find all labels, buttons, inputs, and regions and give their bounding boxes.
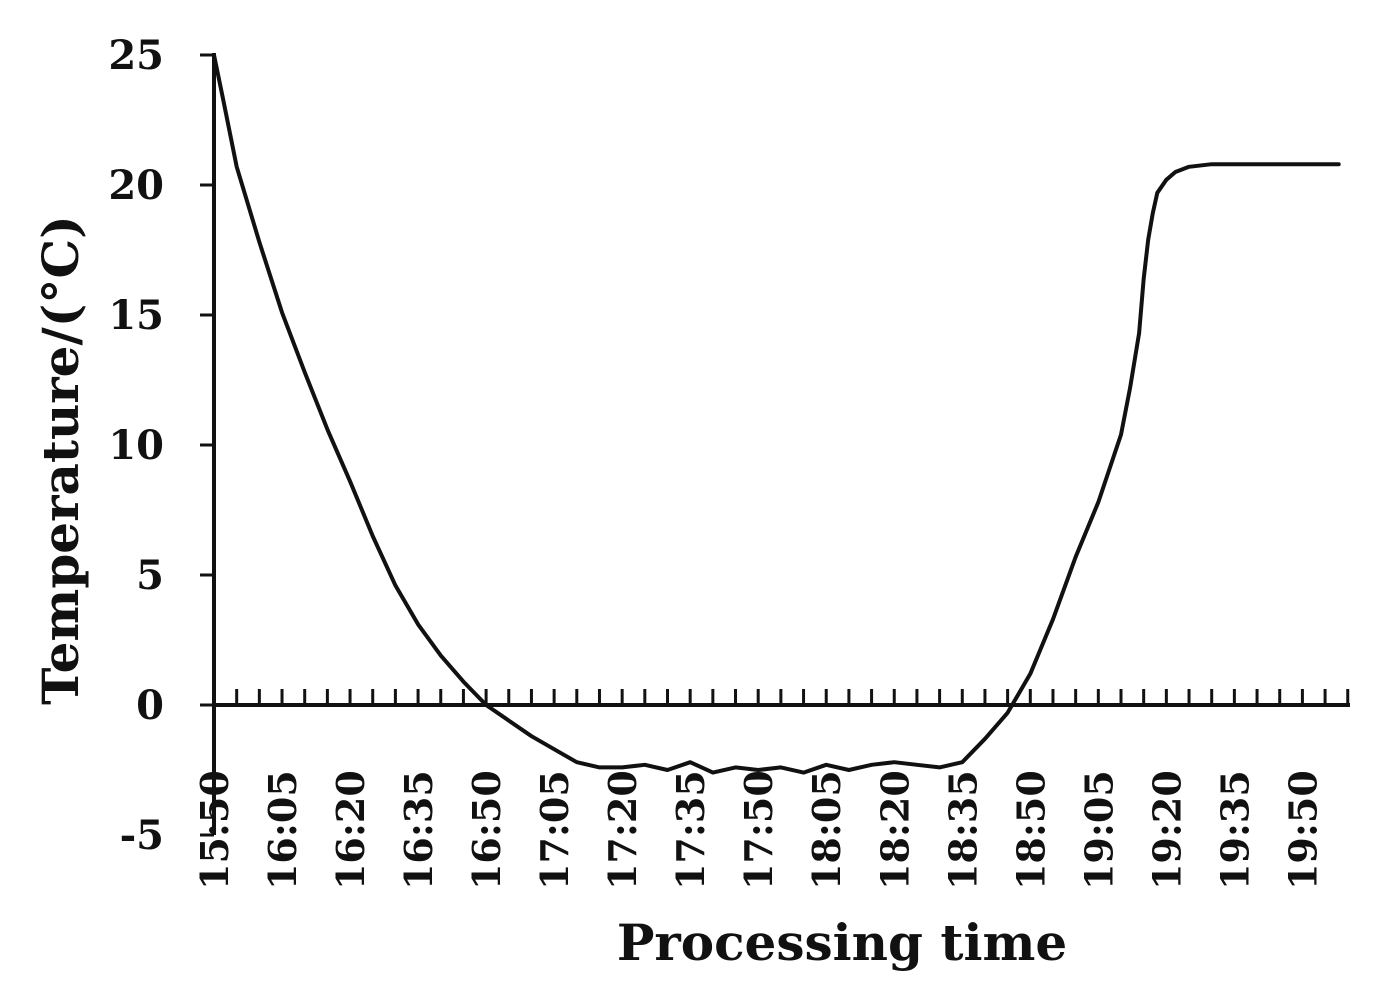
y-ticks — [200, 53, 214, 837]
x-tick-label: 16:50 — [464, 770, 509, 890]
x-tick-label: 17:20 — [600, 770, 645, 890]
x-tick-label: 17:35 — [668, 770, 713, 890]
x-ticks — [235, 689, 1350, 705]
x-tick-label: 18:05 — [804, 770, 849, 890]
y-tick-label: 20 — [108, 162, 164, 209]
y-tick-label: 10 — [108, 422, 164, 469]
y-axis-title: Temperature/(°C) — [31, 215, 90, 705]
x-tick-label: 18:50 — [1008, 770, 1053, 890]
x-axis-title: Processing time — [617, 913, 1067, 972]
x-tick-label: 15:50 — [192, 770, 237, 890]
x-tick-labels: 15:50 16:05 16:20 16:35 16:50 17:05 17:20 17:35… — [192, 770, 1325, 890]
x-tick-label: 18:35 — [940, 770, 985, 890]
x-tick-label: 16:20 — [328, 770, 373, 890]
x-tick-label: 16:35 — [396, 770, 441, 890]
x-tick-label: 16:05 — [260, 770, 305, 890]
temperature-series-line — [212, 53, 1341, 775]
y-tick-labels: 25 20 15 10 5 0 -5 — [108, 32, 164, 859]
x-tick-label: 19:05 — [1076, 770, 1121, 890]
x-tick-label: 19:35 — [1212, 770, 1257, 890]
x-tick-label: 18:20 — [872, 770, 917, 890]
x-tick-label: 19:20 — [1144, 770, 1189, 890]
x-tick-label: 17:05 — [532, 770, 577, 890]
y-tick-label: -5 — [120, 812, 164, 859]
y-tick-label: 5 — [136, 552, 164, 599]
y-tick-label: 25 — [108, 32, 164, 79]
y-tick-label: 15 — [108, 292, 164, 339]
x-tick-label: 19:50 — [1280, 770, 1325, 890]
x-tick-label: 17:50 — [736, 770, 781, 890]
y-tick-label: 0 — [136, 682, 164, 729]
